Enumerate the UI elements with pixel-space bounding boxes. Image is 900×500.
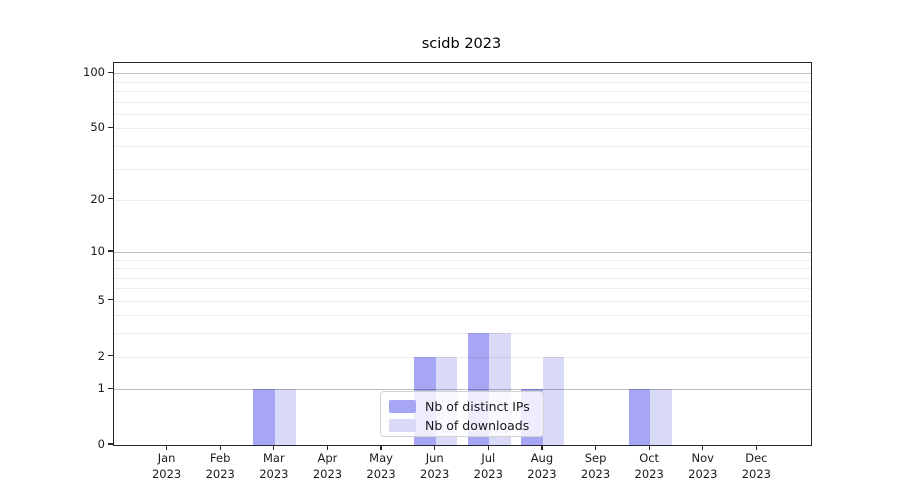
x-tick-label: Nov 2023 — [688, 451, 718, 481]
chart-title: scidb 2023 — [421, 36, 502, 52]
legend-entry-downloads: Nb of downloads — [389, 416, 543, 434]
y-axis-tick — [108, 443, 113, 445]
x-axis-tick — [702, 445, 704, 450]
bar-distinct-ips — [253, 389, 275, 445]
bar-downloads — [274, 389, 297, 445]
x-tick-label: Feb 2023 — [205, 451, 235, 481]
x-axis-tick — [273, 445, 275, 450]
x-axis-tick — [434, 445, 436, 450]
legend-entry-distinct-ips: Nb of distinct IPs — [389, 397, 543, 415]
minor-gridline — [114, 168, 811, 170]
bar-downloads — [650, 389, 672, 445]
minor-gridline — [114, 277, 811, 279]
y-tick-label: 10 — [90, 243, 105, 258]
minor-gridline — [114, 333, 811, 335]
minor-gridline — [114, 199, 811, 201]
x-axis-tick — [219, 445, 221, 450]
legend-label-distinct-ips: Nb of distinct IPs — [425, 398, 530, 414]
x-tick-label: Dec 2023 — [741, 451, 772, 481]
bar-distinct-ips — [628, 389, 651, 445]
legend: Nb of distinct IPs Nb of downloads — [380, 391, 544, 437]
y-axis-tick — [108, 354, 113, 357]
x-tick-label: Apr 2023 — [312, 451, 343, 481]
y-axis-tick — [108, 126, 113, 129]
x-axis-tick — [166, 445, 168, 450]
y-tick-label: 0 — [97, 437, 105, 451]
x-tick-label: Jun 2023 — [420, 451, 450, 481]
x-axis-tick — [380, 445, 382, 450]
legend-label-downloads: Nb of downloads — [425, 417, 530, 433]
major-gridline — [114, 73, 811, 75]
x-axis-tick — [541, 445, 543, 450]
legend-swatch-downloads — [389, 418, 416, 432]
y-tick-label: 5 — [97, 292, 105, 307]
minor-gridline — [114, 91, 811, 93]
x-axis-tick — [326, 445, 329, 450]
minor-gridline — [114, 300, 811, 302]
minor-gridline — [114, 114, 811, 116]
minor-gridline — [114, 128, 811, 130]
x-tick-label: Sep 2023 — [580, 451, 611, 481]
y-tick-label: 20 — [90, 191, 105, 206]
x-axis-tick — [594, 445, 597, 450]
x-tick-label: May 2023 — [366, 451, 396, 481]
x-axis-tick — [487, 445, 489, 450]
x-axis-tick — [648, 445, 650, 450]
minor-gridline — [114, 259, 811, 261]
x-axis-tick — [755, 445, 757, 450]
x-tick-label: Mar 2023 — [259, 451, 289, 481]
x-tick-label: Jan 2023 — [151, 451, 182, 481]
minor-gridline — [114, 315, 811, 317]
y-tick-label: 100 — [83, 65, 105, 80]
y-tick-label: 50 — [90, 120, 105, 135]
y-tick-label: 2 — [97, 348, 105, 363]
plot-area — [113, 62, 812, 446]
minor-gridline — [114, 268, 811, 270]
minor-gridline — [114, 288, 811, 290]
minor-gridline — [114, 356, 811, 358]
x-tick-label: Jul 2023 — [473, 451, 503, 481]
y-axis-tick — [108, 198, 113, 200]
y-tick-label: 1 — [97, 381, 105, 396]
minor-gridline — [114, 101, 811, 103]
bar-downloads — [542, 356, 565, 445]
major-gridline — [114, 389, 811, 391]
minor-gridline — [114, 146, 811, 148]
y-axis-tick — [108, 299, 113, 301]
x-tick-label: Oct 2023 — [634, 451, 664, 481]
major-gridline — [114, 251, 811, 253]
x-tick-label: Aug 2023 — [527, 451, 557, 481]
y-axis-tick — [108, 387, 113, 389]
y-axis-tick — [108, 250, 113, 252]
y-axis-tick — [108, 71, 113, 74]
minor-gridline — [114, 81, 811, 83]
legend-swatch-distinct-ips — [389, 399, 416, 413]
